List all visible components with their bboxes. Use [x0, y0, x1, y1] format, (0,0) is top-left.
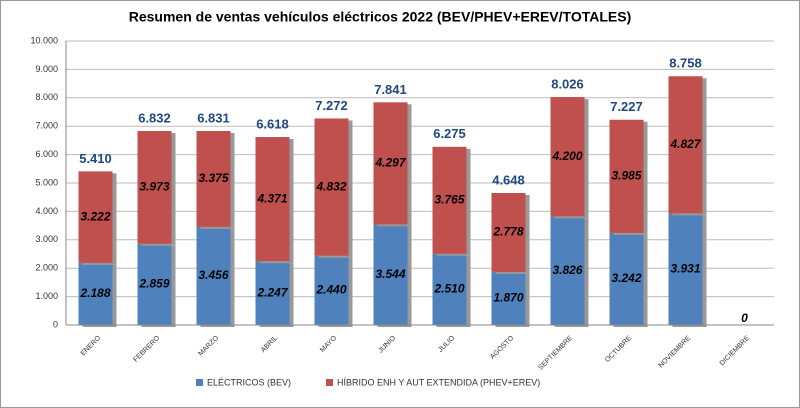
y-tick-label: 4.000 [35, 206, 58, 216]
legend-swatch [326, 379, 333, 386]
data-label: 2.188 [79, 286, 110, 300]
legend-swatch [196, 379, 203, 386]
data-label: 4.832 [315, 179, 346, 193]
data-label: 3.826 [552, 263, 582, 277]
total-label: 6.831 [197, 110, 230, 125]
bar-segment [373, 102, 408, 225]
bar-segment [314, 118, 349, 256]
data-label: 2.440 [315, 283, 346, 297]
y-tick-label: 0 [53, 319, 58, 329]
y-tick-label: 1.000 [35, 291, 58, 301]
data-label: 4.827 [669, 137, 701, 151]
y-tick-label: 9.000 [35, 64, 58, 74]
data-label: 3.456 [198, 268, 228, 282]
bar-segment [609, 232, 644, 325]
data-label: 3.222 [80, 209, 110, 223]
total-label: 0 [741, 311, 748, 325]
bar-segment [137, 130, 172, 244]
data-label: 3.765 [434, 192, 464, 206]
legend-label: HÍBRIDO ENH Y AUT EXTENDIDA (PHEV+EREV) [337, 377, 540, 387]
data-label: 3.544 [375, 267, 405, 281]
bar-segment [491, 271, 526, 325]
bar-segment [609, 119, 644, 233]
bar-segment [491, 192, 526, 272]
data-label: 1.870 [493, 291, 523, 305]
bar-segment [196, 226, 231, 325]
bar-segment [255, 261, 290, 325]
chart-title: Resumen de ventas vehículos eléctricos 2… [129, 9, 632, 25]
bar-segment [550, 97, 585, 217]
data-label: 3.931 [670, 261, 700, 275]
total-label: 7.227 [610, 99, 643, 114]
total-label: 8.758 [669, 56, 702, 71]
bar-segment [432, 146, 467, 254]
legend-label: ELÉCTRICOS (BEV) [207, 377, 291, 387]
data-label: 3.973 [139, 180, 169, 194]
data-label: 3.985 [611, 169, 641, 183]
bar-segment [668, 213, 703, 325]
bar-segment [78, 262, 113, 325]
bar-segment [255, 137, 290, 262]
data-label: 3.242 [611, 271, 641, 285]
y-tick-label: 10.000 [30, 35, 58, 45]
y-tick-label: 8.000 [35, 92, 58, 102]
y-tick-label: 6.000 [35, 149, 58, 159]
y-tick-label: 5.000 [35, 177, 58, 187]
data-label: 3.375 [198, 171, 228, 185]
total-label: 7.272 [315, 98, 348, 113]
data-label: 2.510 [433, 282, 464, 296]
bar-segment [196, 130, 231, 227]
y-tick-label: 7.000 [35, 121, 58, 131]
y-tick-label: 3.000 [35, 234, 58, 244]
y-tick-label: 2.000 [35, 263, 58, 273]
data-label: 2.778 [492, 225, 523, 239]
data-label: 4.297 [374, 156, 406, 170]
total-label: 5.410 [79, 151, 112, 166]
data-label: 2.859 [138, 277, 169, 291]
data-label: 2.247 [256, 285, 288, 299]
bar-segment [668, 76, 703, 214]
bar-segment [78, 171, 113, 263]
bar-segment [373, 224, 408, 325]
total-label: 6.832 [138, 110, 171, 125]
total-label: 7.841 [374, 82, 407, 97]
total-label: 8.026 [551, 76, 584, 91]
total-label: 6.275 [433, 126, 466, 141]
total-label: 4.648 [492, 172, 525, 187]
bar-segment [314, 255, 349, 325]
bar-segment [550, 216, 585, 325]
data-label: 4.200 [551, 149, 582, 163]
total-label: 6.618 [256, 116, 289, 131]
bar-segment [432, 253, 467, 325]
data-label: 4.371 [256, 191, 287, 205]
bar-segment [137, 243, 172, 325]
